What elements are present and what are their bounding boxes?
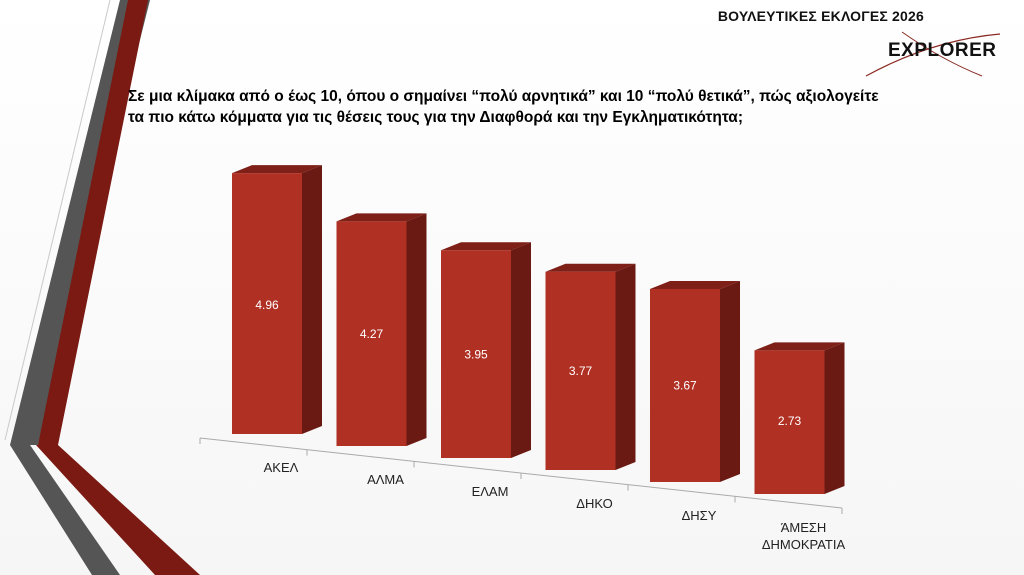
bar-side-face [824, 342, 845, 494]
data-label: 4.27 [360, 327, 384, 341]
bar-side-face [302, 165, 322, 434]
survey-question: Σε μια κλίμακα από ο έως 10, όπου ο σημα… [128, 86, 968, 128]
bar-top-face [754, 342, 845, 351]
bar-side-face [720, 280, 740, 482]
category-label: ΑΚΕΛ [264, 460, 299, 475]
category-label: ΔΗΣΥ [682, 508, 717, 523]
question-line-1: Σε μια κλίμακα από ο έως 10, όπου ο σημα… [128, 88, 879, 105]
bar-top-face [650, 280, 740, 289]
bar-group-5: 2.73 [754, 342, 845, 494]
decor-gray-lower [10, 445, 120, 575]
data-label: 2.73 [778, 414, 802, 428]
bar [545, 271, 616, 470]
bar-group-1: 4.27 [336, 213, 427, 446]
bar-top-face [545, 263, 636, 272]
header-title: ΒΟΥΛΕΥΤΙΚΕΣ ΕΚΛΟΓΕΣ 2026 [717, 8, 924, 24]
bar [754, 350, 825, 494]
bar-side-face [511, 242, 531, 458]
bar-group-2: 3.95 [441, 242, 531, 458]
bar [336, 221, 407, 446]
data-label: 3.95 [464, 347, 488, 361]
category-label: ΑΛΜΑ [367, 472, 404, 487]
logo-swoosh-icon [865, 31, 1001, 77]
decor-red-stripe [38, 0, 148, 445]
decor-red-lower [36, 445, 200, 575]
logo-text: EXPLORER [888, 40, 997, 61]
category-label: ΕΛΑΜ [472, 484, 509, 499]
data-label: 3.77 [569, 364, 593, 378]
data-label: 3.67 [673, 378, 697, 392]
bar-group-4: 3.67 [650, 280, 740, 482]
bar [650, 288, 720, 482]
bar-top-face [336, 213, 427, 222]
bar-side-face [615, 263, 636, 470]
bar-group-3: 3.77 [545, 263, 636, 470]
bar-group-0: 4.96 [232, 165, 322, 434]
bar [232, 173, 302, 434]
data-label: 4.96 [255, 298, 279, 312]
category-label: ΆΜΕΣΗ ΔΗΜΟΚΡΑΤΙΑ [762, 520, 846, 552]
explorer-logo: EXPLORER [862, 30, 1002, 80]
decor-divider-line [4, 0, 111, 441]
category-label: ΔΗΚΟ [576, 496, 612, 511]
bar [441, 250, 511, 458]
bar-side-face [406, 213, 427, 446]
question-line-2: τα πιο κάτω κόμματα για τις θέσεις τους … [128, 109, 743, 126]
bar-top-face [441, 242, 531, 251]
bar-top-face [232, 165, 322, 174]
